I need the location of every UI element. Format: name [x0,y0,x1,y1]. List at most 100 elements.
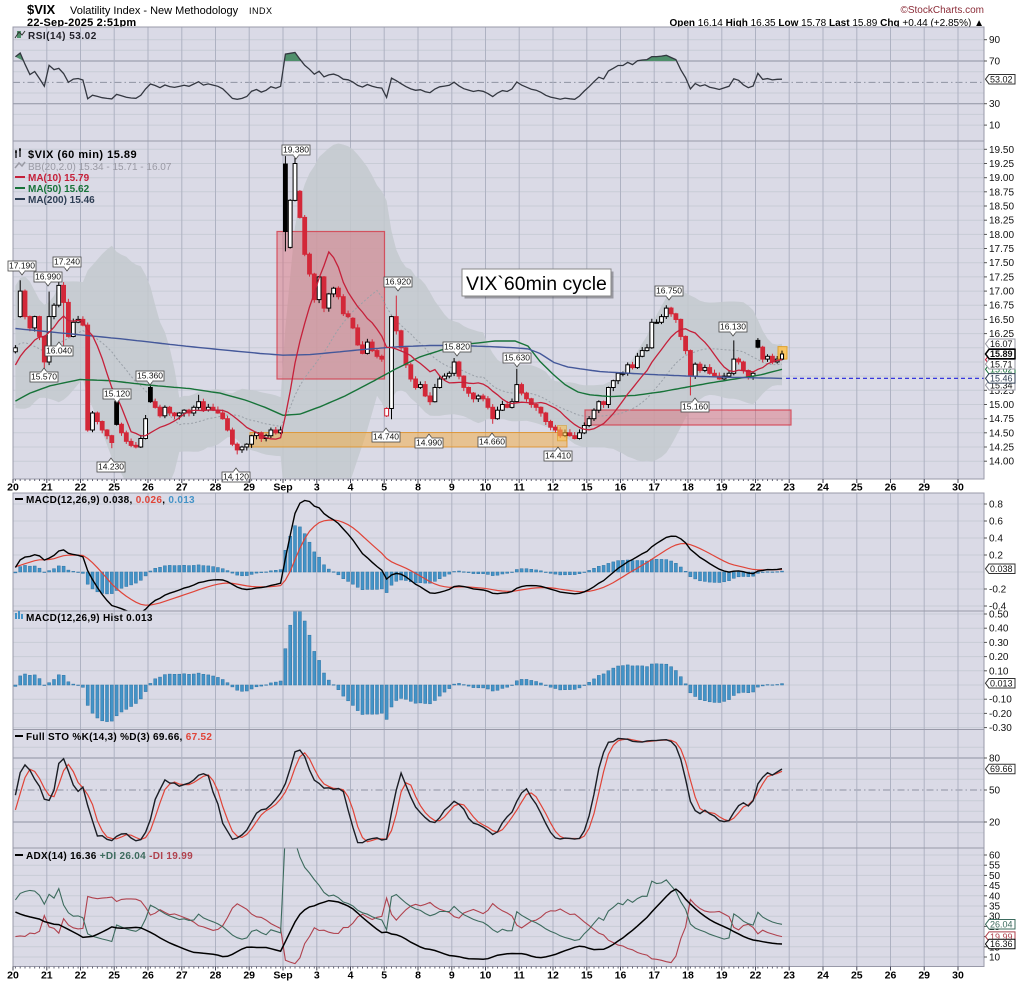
svg-text:18.00: 18.00 [989,230,1014,241]
svg-text:15.120: 15.120 [104,389,130,399]
svg-text:18.75: 18.75 [989,187,1014,198]
svg-text:MA(50) 15.62: MA(50) 15.62 [28,184,90,195]
svg-text:90: 90 [989,35,1001,46]
svg-text:18: 18 [682,482,694,494]
svg-text:0.10: 0.10 [989,666,1009,677]
svg-text:-0.2: -0.2 [989,585,1007,596]
svg-text:25: 25 [108,970,120,982]
svg-text:0.038: 0.038 [990,564,1013,574]
svg-text:15.00: 15.00 [989,400,1014,411]
svg-text:14.75: 14.75 [989,414,1014,425]
svg-text:50: 50 [989,786,1001,797]
svg-text:40: 40 [989,891,1001,902]
svg-text:19.99: 19.99 [990,932,1013,942]
svg-text:20: 20 [989,818,1001,829]
svg-text:BB(20,2.0) 15.34 - 15.71 - 16.: BB(20,2.0) 15.34 - 15.71 - 16.07 [28,162,172,173]
svg-text:15.570: 15.570 [31,372,57,382]
svg-text:28: 28 [210,482,222,494]
svg-text:60: 60 [989,851,1001,862]
svg-text:0.013: 0.013 [990,678,1013,688]
svg-text:Open 16.14 High 16.35 Low 15.7: Open 16.14 High 16.35 Low 15.78 Last 15.… [669,18,984,29]
svg-text:14.00: 14.00 [989,457,1014,468]
svg-text:-0.4: -0.4 [989,602,1007,613]
svg-text:80: 80 [989,754,1001,765]
svg-text:17.190: 17.190 [9,261,35,271]
svg-text:15: 15 [581,482,593,494]
svg-text:14.50: 14.50 [989,428,1014,439]
svg-text:0.30: 0.30 [989,638,1009,649]
svg-text:22: 22 [750,482,762,494]
svg-text:5: 5 [381,482,387,494]
svg-text:-0.30: -0.30 [989,723,1012,734]
svg-text:16: 16 [615,970,627,982]
svg-text:15.34: 15.34 [990,380,1013,390]
svg-text:19.380: 19.380 [283,145,309,155]
svg-text:RSI(14) 53.02: RSI(14) 53.02 [28,31,97,42]
svg-text:20: 20 [7,970,19,982]
svg-text:0.6: 0.6 [989,517,1003,528]
svg-text:4: 4 [348,970,354,982]
svg-text:0.4: 0.4 [989,534,1003,545]
svg-text:16.920: 16.920 [385,277,411,287]
svg-text:14.230: 14.230 [98,462,124,472]
svg-text:$VIX (60 min) 15.89: $VIX (60 min) 15.89 [28,149,137,161]
svg-text:15.71: 15.71 [990,359,1013,369]
svg-text:24: 24 [817,970,829,982]
svg-text:22: 22 [75,482,87,494]
svg-text:9: 9 [449,482,455,494]
svg-text:26: 26 [885,970,897,982]
svg-text:30: 30 [989,99,1001,110]
svg-text:15.25: 15.25 [989,386,1014,397]
svg-text:11: 11 [514,970,525,982]
svg-text:26: 26 [885,482,897,494]
svg-text:17.25: 17.25 [989,272,1014,283]
svg-text:20: 20 [7,482,19,494]
svg-text:MACD(12,26,9) Hist 0.013: MACD(12,26,9) Hist 0.013 [26,613,153,624]
svg-text:17.75: 17.75 [989,244,1014,255]
svg-text:ADX(14) 16.36 +DI 26.04 -DI 19: ADX(14) 16.36 +DI 26.04 -DI 19.99 [26,851,193,862]
svg-text:Volatility Index - New Methodo: Volatility Index - New Methodology [70,5,239,17]
svg-text:-0.20: -0.20 [989,709,1012,720]
svg-text:14.660: 14.660 [479,437,505,447]
svg-text:30: 30 [952,482,964,494]
svg-text:22: 22 [750,970,762,982]
svg-text:11: 11 [514,482,525,494]
svg-text:29: 29 [918,970,930,982]
svg-text:VIX`60min cycle: VIX`60min cycle [466,273,607,295]
svg-text:3: 3 [314,482,320,494]
svg-text:8: 8 [415,482,421,494]
svg-text:0.20: 0.20 [989,652,1009,663]
svg-text:10: 10 [989,121,1001,132]
svg-text:14.25: 14.25 [989,443,1014,454]
svg-text:Sep: Sep [273,970,292,982]
svg-text:16.750: 16.750 [656,286,682,296]
svg-text:0.40: 0.40 [989,624,1009,635]
svg-text:9: 9 [449,970,455,982]
svg-text:18.50: 18.50 [989,202,1014,213]
svg-text:25: 25 [108,482,120,494]
svg-text:19.50: 19.50 [989,145,1014,156]
svg-text:16.040: 16.040 [46,346,72,356]
svg-text:22: 22 [75,970,87,982]
svg-text:©StockCharts.com: ©StockCharts.com [900,5,984,16]
svg-text:18: 18 [682,970,694,982]
svg-text:10: 10 [989,953,1001,964]
svg-text:50: 50 [989,871,1001,882]
svg-text:14.120: 14.120 [223,472,249,482]
svg-text:26: 26 [142,482,154,494]
svg-text:15.160: 15.160 [682,402,708,412]
svg-text:19: 19 [716,970,728,982]
svg-text:23: 23 [783,482,795,494]
svg-text:0.50: 0.50 [989,610,1009,621]
svg-text:19.25: 19.25 [989,159,1014,170]
svg-text:19.00: 19.00 [989,173,1014,184]
svg-text:16.36: 16.36 [990,939,1013,949]
svg-text:19: 19 [716,482,728,494]
svg-text:16.07: 16.07 [990,339,1013,349]
svg-text:70: 70 [989,57,1001,68]
svg-text:MACD(12,26,9) 0.038, 0.026, 0.: MACD(12,26,9) 0.038, 0.026, 0.013 [26,495,195,506]
svg-text:16.990: 16.990 [35,272,61,282]
svg-text:10: 10 [480,970,492,982]
svg-text:14.740: 14.740 [373,432,399,442]
svg-text:14.990: 14.990 [416,438,442,448]
